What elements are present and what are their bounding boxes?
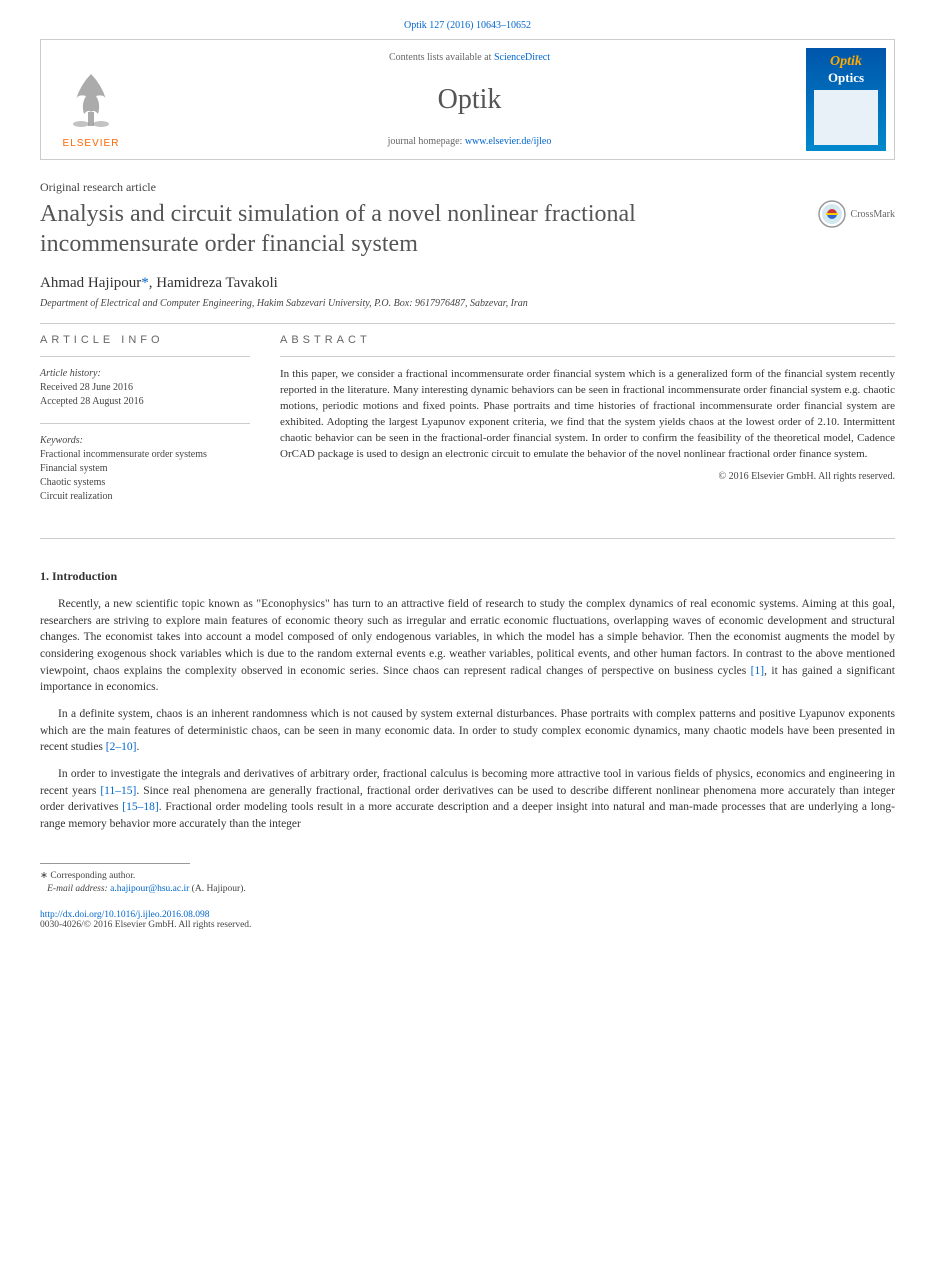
ref-link-15-18[interactable]: [15–18] xyxy=(122,801,158,813)
keywords-block: Keywords: Fractional incommensurate orde… xyxy=(40,434,250,504)
author-1: Ahmad Hajipour xyxy=(40,275,141,291)
elsevier-tree-icon xyxy=(56,64,126,134)
email-label: E-mail address: xyxy=(47,884,110,894)
article-type-row: Original research article xyxy=(40,180,895,195)
p2-text-a: In a definite system, chaos is an inhere… xyxy=(40,708,895,753)
journal-cover-thumbnail: Optik Optics xyxy=(806,48,886,151)
abstract-divider xyxy=(280,356,895,357)
contents-prefix: Contents lists available at xyxy=(389,52,494,63)
homepage-prefix: journal homepage: xyxy=(388,136,465,147)
journal-header: ELSEVIER Contents lists available at Sci… xyxy=(40,39,895,160)
article-info-column: ARTICLE INFO Article history: Received 2… xyxy=(40,334,250,518)
p2-text-b: . xyxy=(136,741,139,753)
abstract-header: ABSTRACT xyxy=(280,334,895,346)
crossmark-badge[interactable]: CrossMark xyxy=(817,199,895,229)
publisher-name: ELSEVIER xyxy=(63,138,120,149)
cover-body-placeholder xyxy=(814,90,879,145)
ref-link-1[interactable]: [1] xyxy=(751,665,764,677)
accepted-date: Accepted 28 August 2016 xyxy=(40,395,250,409)
article-title: Analysis and circuit simulation of a nov… xyxy=(40,199,800,259)
bottom-info: http://dx.doi.org/10.1016/j.ijleo.2016.0… xyxy=(40,910,895,930)
intro-para-3: In order to investigate the integrals an… xyxy=(40,766,895,833)
info-divider-2 xyxy=(40,423,250,424)
keyword-2: Financial system xyxy=(40,462,250,476)
email-author: (A. Hajipour). xyxy=(189,884,245,894)
history-label: Article history: xyxy=(40,367,250,381)
email-line: E-mail address: a.hajipour@hsu.ac.ir (A.… xyxy=(40,883,895,896)
contents-available-line: Contents lists available at ScienceDirec… xyxy=(151,52,788,63)
abstract-text: In this paper, we consider a fractional … xyxy=(280,367,895,463)
divider-post-abstract xyxy=(40,538,895,539)
cover-title-2: Optics xyxy=(828,70,864,86)
ref-link-2-10[interactable]: [2–10] xyxy=(106,741,137,753)
corr-text: Corresponding author. xyxy=(50,871,135,881)
homepage-link[interactable]: www.elsevier.de/ijleo xyxy=(465,136,552,147)
introduction-section: 1. Introduction Recently, a new scientif… xyxy=(40,569,895,833)
authors-line: Ahmad Hajipour*, Hamidreza Tavakoli xyxy=(40,275,895,292)
author-2: Hamidreza Tavakoli xyxy=(156,275,278,291)
keyword-4: Circuit realization xyxy=(40,490,250,504)
journal-name: Optik xyxy=(151,84,788,116)
info-abstract-row: ARTICLE INFO Article history: Received 2… xyxy=(40,334,895,518)
cover-title-1: Optik xyxy=(830,54,862,70)
footnote-divider xyxy=(40,863,190,864)
intro-para-1: Recently, a new scientific topic known a… xyxy=(40,596,895,696)
corresponding-mark: * xyxy=(141,275,149,291)
homepage-line: journal homepage: www.elsevier.de/ijleo xyxy=(151,136,788,147)
p3-text-c: . Fractional order modeling tools result… xyxy=(40,801,895,830)
citation-line: Optik 127 (2016) 10643–10652 xyxy=(40,20,895,31)
intro-heading: 1. Introduction xyxy=(40,569,895,584)
affiliation: Department of Electrical and Computer En… xyxy=(40,298,895,309)
publisher-logo: ELSEVIER xyxy=(41,40,141,159)
corresponding-author-note: ∗ Corresponding author. xyxy=(40,870,895,883)
header-center: Contents lists available at ScienceDirec… xyxy=(141,40,798,159)
doi-link[interactable]: http://dx.doi.org/10.1016/j.ijleo.2016.0… xyxy=(40,910,210,920)
article-info-header: ARTICLE INFO xyxy=(40,334,250,346)
keyword-1: Fractional incommensurate order systems xyxy=(40,448,250,462)
intro-para-2: In a definite system, chaos is an inhere… xyxy=(40,706,895,756)
info-divider-1 xyxy=(40,356,250,357)
abstract-column: ABSTRACT In this paper, we consider a fr… xyxy=(280,334,895,518)
crossmark-label: CrossMark xyxy=(851,209,895,220)
issn-copyright: 0030-4026/© 2016 Elsevier GmbH. All righ… xyxy=(40,920,895,930)
abstract-copyright: © 2016 Elsevier GmbH. All rights reserve… xyxy=(280,471,895,482)
corr-asterisk: ∗ xyxy=(40,871,50,881)
received-date: Received 28 June 2016 xyxy=(40,381,250,395)
keywords-label: Keywords: xyxy=(40,434,250,448)
email-link[interactable]: a.hajipour@hsu.ac.ir xyxy=(110,884,189,894)
article-type: Original research article xyxy=(40,180,156,195)
sciencedirect-link[interactable]: ScienceDirect xyxy=(494,52,550,63)
article-history-block: Article history: Received 28 June 2016 A… xyxy=(40,367,250,409)
divider xyxy=(40,323,895,324)
footnote-block: ∗ Corresponding author. E-mail address: … xyxy=(40,870,895,897)
ref-link-11-15[interactable]: [11–15] xyxy=(100,785,136,797)
crossmark-icon xyxy=(817,199,847,229)
keyword-3: Chaotic systems xyxy=(40,476,250,490)
